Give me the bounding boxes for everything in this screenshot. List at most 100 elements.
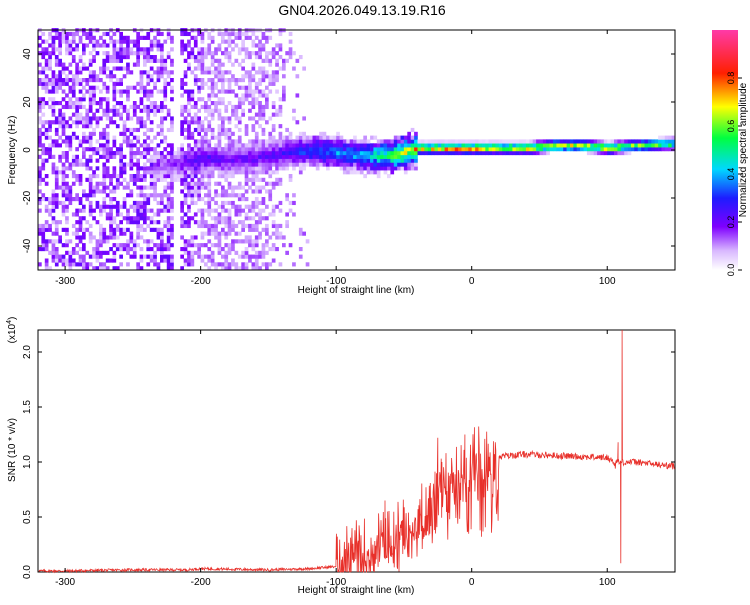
heatmap-cell	[221, 254, 225, 259]
heatmap-cell	[58, 101, 62, 106]
heatmap-cell	[224, 78, 229, 83]
heatmap-cell	[221, 158, 225, 163]
heatmap-cell	[48, 227, 52, 232]
heatmap-cell	[298, 170, 303, 175]
heatmap-cell	[576, 147, 581, 152]
heatmap-cell	[187, 51, 191, 56]
heatmap-cell	[275, 147, 279, 152]
heatmap-cell	[254, 243, 259, 248]
heatmap-cell	[180, 151, 184, 156]
heatmap-cell	[44, 74, 49, 79]
heatmap-cell	[464, 143, 469, 148]
heatmap-cell	[143, 58, 147, 63]
heatmap-cell	[366, 143, 371, 148]
heatmap-cell	[85, 177, 90, 182]
heatmap-cell	[153, 135, 157, 140]
heatmap-cell	[448, 147, 452, 152]
heatmap-cell	[187, 243, 191, 248]
heatmap-cell	[251, 181, 256, 186]
heatmap-cell	[207, 239, 212, 244]
heatmap-cell	[265, 147, 269, 152]
heatmap-cell	[315, 135, 320, 140]
heatmap-cell	[244, 223, 249, 229]
heatmap-cell	[170, 143, 174, 148]
heatmap-cell	[48, 35, 52, 40]
snr-x-axis: -300 -200 -100 0 100	[55, 330, 616, 588]
heatmap-cell	[332, 147, 337, 152]
heatmap-cell	[41, 47, 46, 52]
heatmap-cell	[180, 131, 184, 136]
heatmap-cell	[136, 200, 140, 206]
heatmap-cell	[166, 208, 171, 213]
heatmap-cell	[88, 31, 93, 37]
heatmap-cell	[322, 143, 327, 148]
heatmap-cell	[143, 220, 147, 225]
heatmap-cell	[126, 181, 130, 186]
heatmap-cell	[143, 47, 147, 52]
heatmap-cell	[282, 158, 286, 163]
heatmap-cell	[136, 62, 140, 67]
heatmap-cell	[207, 247, 212, 252]
heatmap-cell	[153, 170, 157, 175]
heatmap-cell	[153, 220, 157, 225]
heatmap-cell	[268, 181, 273, 186]
heatmap-cell	[44, 101, 49, 106]
heatmap-cell	[234, 193, 239, 198]
heatmap-cell	[468, 139, 472, 144]
heatmap-cell	[92, 170, 96, 175]
heatmap-cell	[271, 204, 276, 209]
snr-y-multiplier: (x104)	[6, 317, 18, 344]
heatmap-cell	[102, 70, 107, 75]
heatmap-cell	[41, 223, 46, 229]
heatmap-cell	[400, 135, 405, 140]
heatmap-cell	[200, 139, 205, 144]
heatmap-cell	[265, 239, 269, 244]
heatmap-cell	[254, 143, 259, 148]
heatmap-cell	[160, 258, 164, 263]
heatmap-cell	[261, 31, 266, 37]
heatmap-cell	[102, 208, 107, 213]
heatmap-cell	[204, 254, 208, 259]
heatmap-cell	[160, 74, 164, 79]
heatmap-cell	[173, 154, 178, 159]
heatmap-cell	[244, 74, 249, 79]
heatmap-cell	[170, 177, 174, 182]
heatmap-cell	[268, 78, 273, 83]
heatmap-cell	[132, 135, 137, 140]
heatmap-cell	[254, 55, 259, 60]
heatmap-cell	[126, 162, 130, 167]
heatmap-cell	[112, 47, 117, 52]
heatmap-cell	[221, 70, 225, 75]
heatmap-cell	[464, 147, 469, 152]
heatmap-cell	[129, 177, 134, 182]
heatmap-cell	[214, 58, 218, 63]
heatmap-cell	[488, 151, 493, 156]
heatmap-cell	[180, 51, 184, 56]
heatmap-cell	[566, 147, 571, 152]
heatmap-cell	[207, 104, 212, 110]
heatmap-cell	[88, 235, 93, 240]
heatmap-cell	[183, 223, 188, 229]
heatmap-cell	[268, 131, 273, 136]
heatmap-cell	[553, 139, 557, 144]
heatmap-cell	[217, 231, 222, 236]
heatmap-cell	[109, 181, 113, 186]
heatmap-cell	[65, 262, 69, 267]
heatmap-cell	[163, 62, 168, 67]
heatmap-cell	[180, 235, 184, 240]
heatmap-cell	[529, 143, 533, 148]
heatmap-cell	[271, 135, 276, 140]
heatmap-cell	[75, 70, 79, 75]
heatmap-cell	[237, 170, 242, 175]
heatmap-cell	[183, 162, 188, 167]
heatmap-cell	[353, 151, 357, 156]
heatmap-cell	[143, 177, 147, 182]
heatmap-cell	[207, 93, 212, 98]
heatmap-cell	[248, 227, 252, 232]
heatmap-cell	[353, 162, 357, 167]
heatmap-cell	[85, 81, 90, 86]
heatmap-cell	[119, 227, 123, 232]
heatmap-cell	[298, 151, 303, 156]
heatmap-cell	[51, 250, 56, 255]
heatmap-cell	[610, 147, 615, 152]
